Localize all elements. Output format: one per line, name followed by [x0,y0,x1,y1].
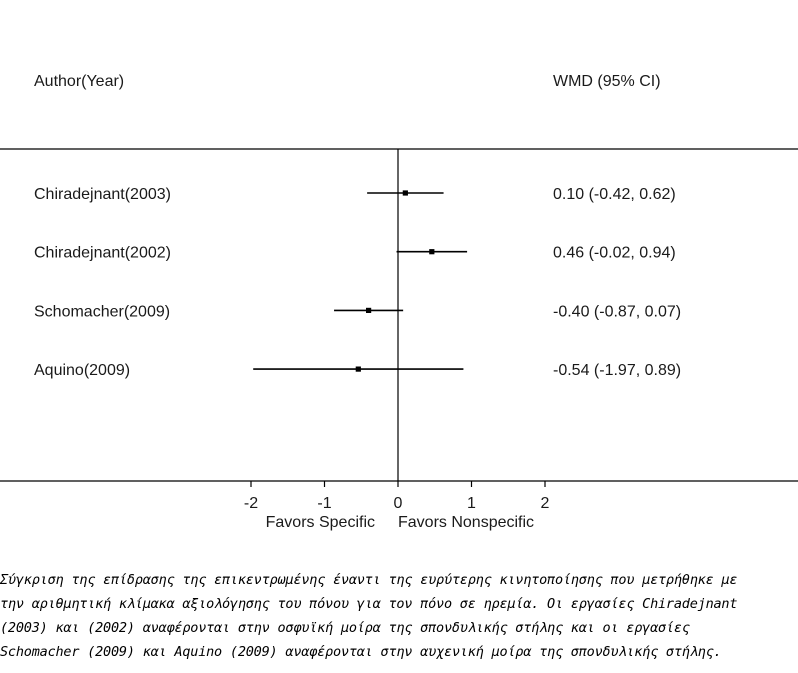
x-tick-label: -2 [244,495,258,512]
wmd-ci-value: -0.40 (-0.87, 0.07) [553,303,681,320]
x-tick-label: -1 [317,495,331,512]
point-estimate-marker [429,249,435,255]
wmd-ci-value: 0.46 (-0.02, 0.94) [553,245,676,262]
study-label: Aquino(2009) [34,362,130,379]
author-year-header: Author(Year) [34,73,124,90]
study-rows: Chiradejnant(2003) 0.10 (-0.42, 0.62)Chir… [34,149,681,481]
x-tick-label: 0 [394,495,403,512]
favors-specific-label: Favors Specific [266,514,375,531]
x-axis-ticks: -2 -1 0 1 2 [244,481,550,512]
wmd-ci-header: WMD (95% CI) [553,73,661,90]
point-estimate-marker [355,366,361,372]
forest-plot: Author(Year) WMD (95% CI) Chiradejnant(2… [0,73,798,531]
point-estimate-marker [402,190,408,196]
study-row: Chiradejnant(2003) 0.10 (-0.42, 0.62) [34,186,676,203]
study-row: Aquino(2009) -0.54 (-1.97, 0.89) [34,362,681,379]
wmd-ci-value: 0.10 (-0.42, 0.62) [553,186,676,203]
study-label: Schomacher(2009) [34,303,170,320]
study-label: Chiradejnant(2002) [34,245,171,262]
wmd-ci-value: -0.54 (-1.97, 0.89) [553,362,681,379]
x-tick-label: 1 [467,495,476,512]
figure-caption: Σύγκριση της επίδρασης της επικεντρωμένη… [0,572,738,660]
study-label: Chiradejnant(2003) [34,186,171,203]
point-estimate-marker [366,307,372,313]
study-row: Schomacher(2009) -0.40 (-0.87, 0.07) [34,303,681,320]
x-tick-label: 2 [541,495,550,512]
forest-plot-svg: Author(Year) WMD (95% CI) Chiradejnant(2… [0,73,798,531]
favors-nonspecific-label: Favors Nonspecific [398,514,534,531]
study-row: Chiradejnant(2002) 0.46 (-0.02, 0.94) [34,245,676,262]
